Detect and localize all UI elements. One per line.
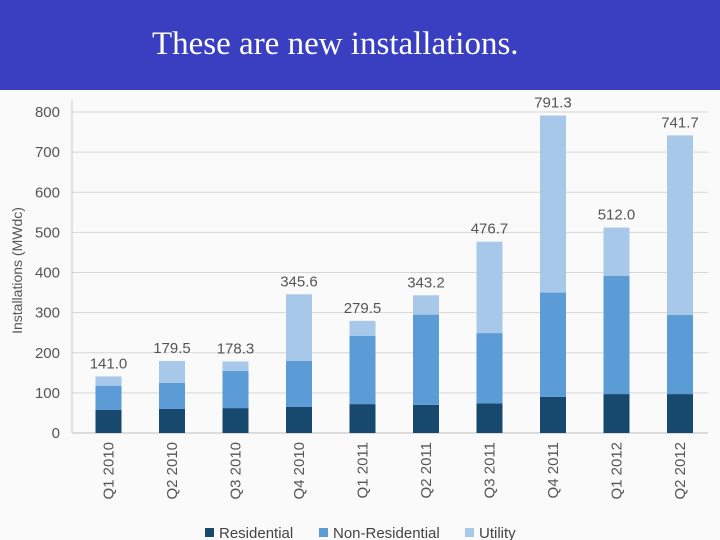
x-tick-label: Q3 2010: [228, 442, 245, 500]
x-tick-label: Q2 2012: [672, 442, 689, 500]
legend-label: Utility: [479, 525, 516, 540]
x-tick-label: Q4 2010: [291, 442, 308, 500]
bar-segment-non-residential: [349, 335, 376, 405]
x-tick-label: Q2 2011: [418, 442, 435, 498]
total-label: 178.3: [217, 340, 255, 357]
bar-segment-utility: [476, 241, 503, 334]
bar-segment-utility: [159, 360, 185, 383]
y-axis-ticks: 0 100 200 300 400 500 600 700 800: [35, 104, 60, 442]
bar-segment-residential: [95, 409, 122, 433]
stacked-bar-chart: 0 100 200 300 400 500 600 700 800 141.0 179.5 178.…: [9, 94, 708, 540]
bar-segment-non-residential: [413, 314, 439, 405]
y-tick-label: 400: [35, 265, 60, 282]
bar-segment-non-residential: [667, 315, 693, 395]
y-tick-label: 800: [35, 104, 60, 121]
bar-segment-residential: [222, 408, 249, 433]
bar-segment-utility: [413, 295, 439, 315]
total-label: 141.0: [90, 355, 128, 372]
bar-segment-non-residential: [603, 275, 630, 395]
total-label: 345.6: [280, 273, 318, 290]
x-tick-label: Q2 2010: [164, 442, 181, 500]
bar-segment-utility: [603, 227, 630, 276]
bars: [95, 115, 693, 433]
y-axis-title: Installations (MWdc): [9, 207, 25, 334]
legend-label: Residential: [219, 525, 293, 540]
x-tick-label: Q1 2012: [609, 442, 626, 500]
x-axis-ticks: Q1 2010 Q2 2010 Q3 2010 Q4 2010 Q1 2011 Q2 20…: [101, 442, 690, 500]
bar-segment-utility: [286, 294, 312, 361]
total-label: 343.2: [407, 274, 445, 291]
total-label: 741.7: [661, 114, 699, 131]
slide-title: These are new installations.: [152, 26, 519, 62]
bar-segment-utility: [540, 115, 566, 293]
y-tick-label: 500: [35, 224, 60, 241]
y-tick-label: 100: [35, 385, 60, 402]
legend-swatch: [319, 528, 328, 537]
title-banner: These are new installations.: [0, 0, 720, 90]
bar-segment-non-residential: [540, 292, 566, 397]
x-tick-label: Q4 2011: [545, 442, 562, 498]
total-label: 179.5: [153, 340, 191, 357]
legend: Residential Non-Residential Utility: [205, 525, 516, 540]
y-tick-label: 700: [35, 144, 60, 161]
chart-area: 0 100 200 300 400 500 600 700 800 141.0 179.5 178.…: [0, 90, 720, 540]
total-label: 512.0: [598, 207, 636, 224]
bar-segment-residential: [667, 394, 693, 433]
bar-segment-non-residential: [159, 382, 185, 409]
bar-segment-residential: [159, 408, 185, 433]
y-tick-label: 600: [35, 184, 60, 201]
bar-segment-non-residential: [95, 385, 122, 410]
bar-segment-residential: [286, 406, 312, 433]
y-tick-label: 0: [52, 425, 60, 442]
bar-segment-non-residential: [476, 333, 503, 404]
x-tick-label: Q3 2011: [482, 442, 499, 498]
total-label: 476.7: [471, 221, 509, 238]
bar-segment-residential: [349, 404, 376, 433]
legend-swatch: [205, 528, 214, 537]
total-label: 791.3: [534, 94, 572, 111]
legend-label: Non-Residential: [333, 525, 440, 540]
total-labels: 141.0 179.5 178.3 345.6 279.5 343.2 476.7 791.3…: [90, 94, 699, 372]
bar-segment-residential: [413, 404, 439, 433]
x-tick-label: Q1 2011: [355, 442, 372, 498]
bar-segment-non-residential: [222, 370, 249, 409]
legend-swatch: [465, 528, 474, 537]
bar-segment-non-residential: [286, 360, 312, 407]
bar-segment-utility: [222, 361, 249, 371]
y-tick-label: 300: [35, 305, 60, 322]
y-tick-label: 200: [35, 345, 60, 362]
bar-segment-utility: [349, 320, 376, 336]
bar-segment-residential: [540, 396, 566, 433]
bar-segment-utility: [95, 376, 122, 386]
x-tick-label: Q1 2010: [101, 442, 118, 500]
bar-segment-utility: [667, 135, 693, 316]
total-label: 279.5: [344, 300, 382, 317]
bar-segment-residential: [476, 403, 503, 433]
bar-segment-residential: [603, 394, 630, 433]
